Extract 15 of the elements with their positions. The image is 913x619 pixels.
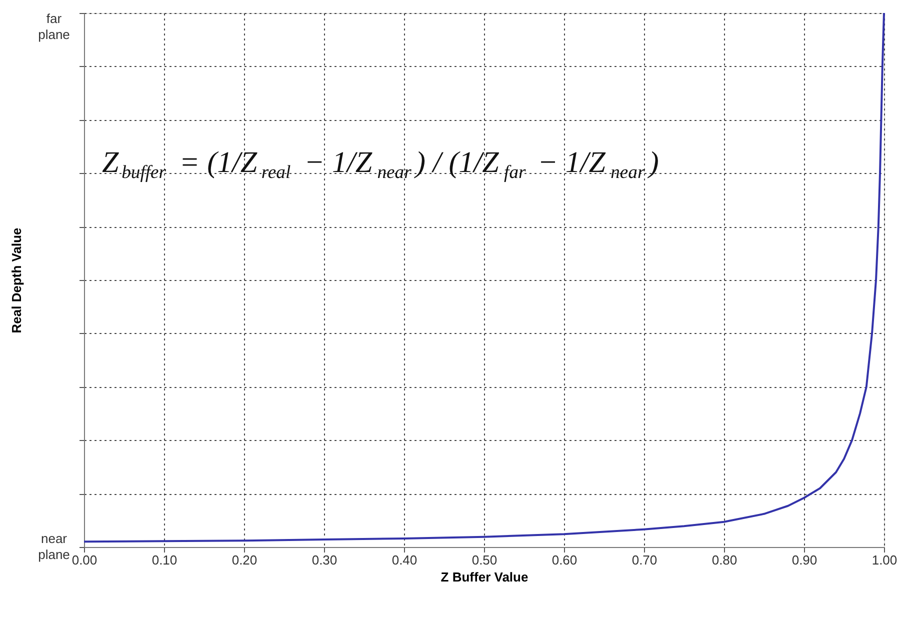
- text: far plane: [38, 11, 70, 42]
- x-tick-label: 0.70: [632, 552, 658, 568]
- x-tick-label: 0.30: [312, 552, 338, 568]
- x-tick-label: 0.40: [392, 552, 418, 568]
- x-tick-label: 1.00: [872, 552, 898, 568]
- y-axis-title: Real Depth Value: [9, 228, 24, 334]
- x-tick-label: 0.50: [472, 552, 498, 568]
- x-tick-label: 0.60: [552, 552, 578, 568]
- x-tick-label: 0.00: [72, 552, 98, 568]
- x-tick-label: 0.10: [152, 552, 178, 568]
- x-tick-label: 0.20: [232, 552, 258, 568]
- x-tick-label: 0.90: [792, 552, 818, 568]
- text: near plane: [38, 531, 70, 562]
- x-tick-label: 0.80: [712, 552, 738, 568]
- x-axis-title: Z Buffer Value: [440, 570, 528, 584]
